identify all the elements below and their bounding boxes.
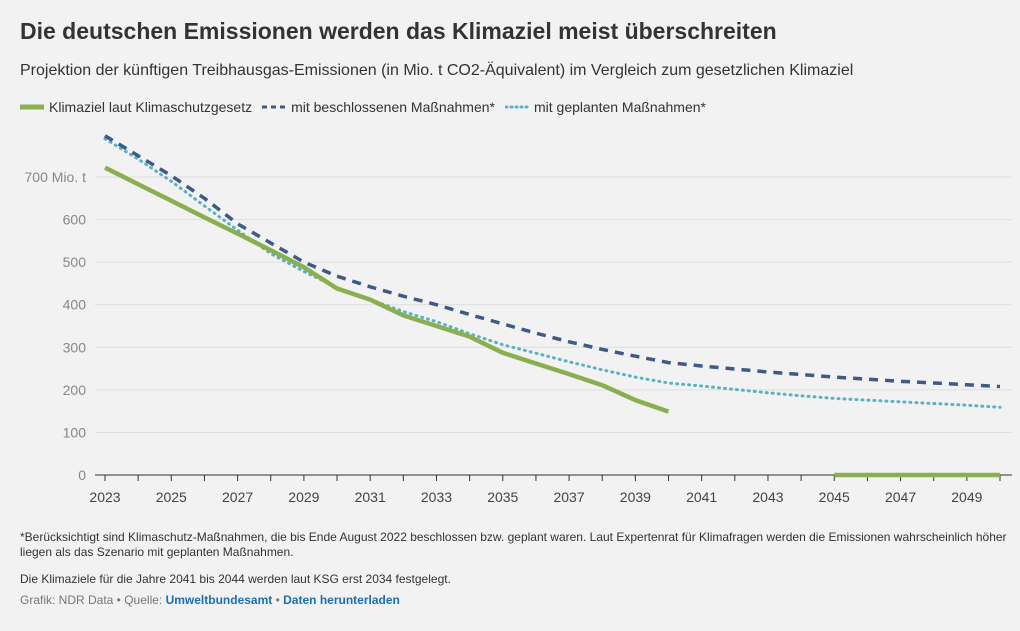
legend-label: mit beschlossenen Maßnahmen*: [291, 99, 495, 115]
x-tick-label: 2027: [222, 489, 253, 505]
download-data-link[interactable]: Daten herunterladen: [283, 593, 400, 607]
x-tick-label: 2029: [288, 489, 319, 505]
x-tick-label: 2031: [355, 489, 386, 505]
x-tick-label: 2043: [752, 489, 783, 505]
y-tick-label: 700 Mio. t: [25, 169, 87, 185]
chart-title: Die deutschen Emissionen werden das Klim…: [20, 18, 777, 44]
legend-swatch-dotted: [504, 105, 529, 109]
x-tick-label: 2047: [885, 489, 916, 505]
x-tick-label: 2045: [819, 489, 850, 505]
y-tick-label: 100: [63, 424, 87, 440]
footnote-ksg: Die Klimaziele für die Jahre 2041 bis 20…: [20, 572, 451, 586]
legend-label: Klimaziel laut Klimaschutzgesetz: [49, 99, 253, 115]
footnote-measures: *Berücksichtigt sind Klimaschutz-Maßnahm…: [20, 530, 1007, 559]
y-tick-label: 500: [63, 254, 87, 270]
series-line-dashed: [104, 134, 1001, 389]
x-tick-label: 2033: [421, 489, 452, 505]
x-tick-label: 2035: [487, 489, 518, 505]
y-tick-label: 600: [63, 212, 87, 228]
x-tick-label: 2049: [951, 489, 982, 505]
legend-swatch-solid: [20, 104, 44, 110]
source-link-umweltbundesamt[interactable]: Umweltbundesamt: [165, 593, 273, 607]
y-tick-label: 200: [63, 382, 87, 398]
x-tick-label: 2041: [686, 489, 717, 505]
y-tick-label: 0: [78, 467, 86, 483]
y-tick-label: 400: [63, 297, 87, 313]
source-separator: •: [272, 593, 284, 607]
x-tick-label: 2039: [620, 489, 651, 505]
x-tick-label: 2023: [89, 489, 120, 505]
legend: Klimaziel laut Klimaschutzgesetz mit bes…: [20, 99, 716, 115]
legend-swatch-dashed: [262, 105, 287, 109]
line-chart: 0 100 200 300 400 500 600 700 Mio. t 2023 2025 202…: [25, 134, 1012, 505]
series-line-solid: [103, 165, 670, 414]
chart-subtitle: Projektion der künftigen Treibhausgas-Em…: [20, 62, 854, 79]
y-tick-label: 300: [63, 339, 87, 355]
legend-label: mit geplanten Maßnahmen*: [533, 99, 706, 115]
x-tick-label: 2025: [156, 489, 187, 505]
x-tick-label: 2037: [553, 489, 584, 505]
legend-item-klimaziel: Klimaziel laut Klimaschutzgesetz: [20, 99, 252, 115]
legend-item-geplant: mit geplanten Maßnahmen*: [504, 99, 706, 115]
source-prefix: Grafik: NDR Data • Quelle:: [20, 593, 166, 607]
legend-item-beschlossen: mit beschlossenen Maßnahmen*: [262, 99, 495, 115]
source-line: Grafik: NDR Data • Quelle: Umweltbundesa…: [20, 593, 400, 607]
